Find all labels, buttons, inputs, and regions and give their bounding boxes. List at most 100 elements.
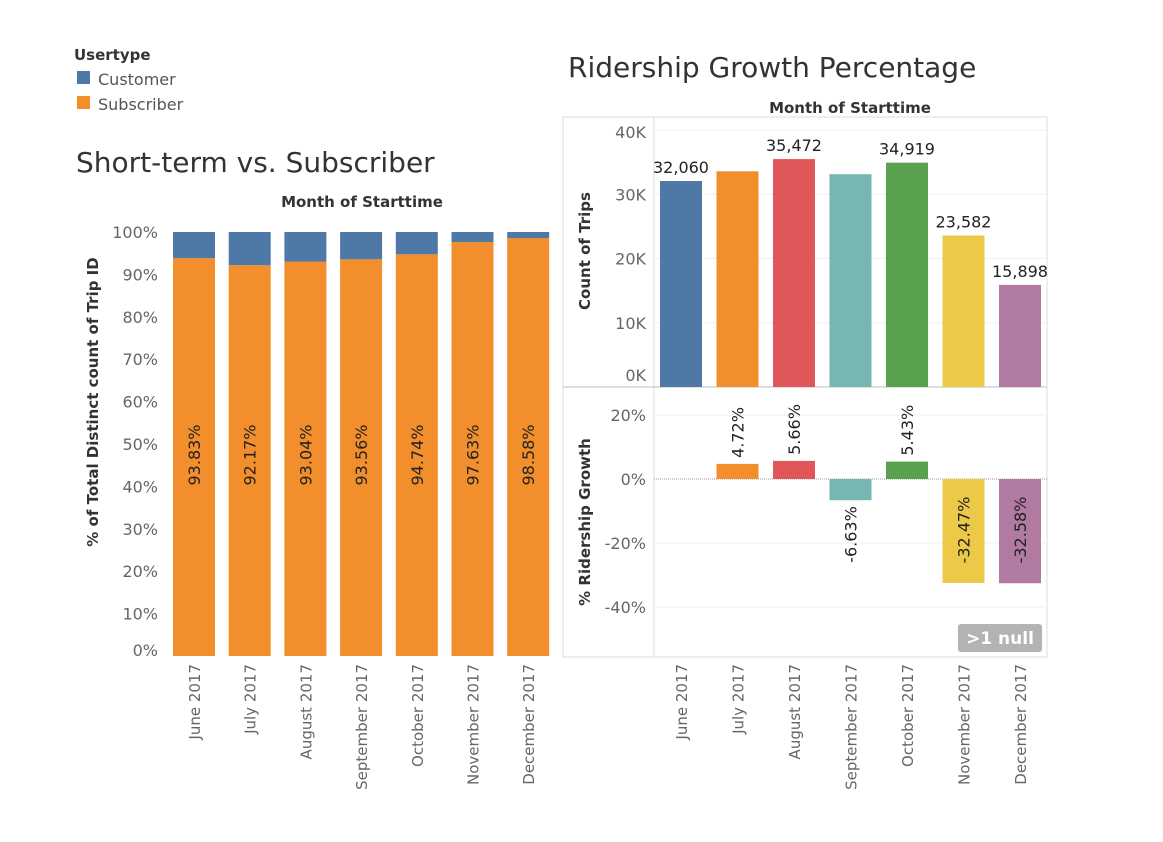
subscriber-value-label: 98.58% xyxy=(519,424,538,485)
legend-title: Usertype xyxy=(74,46,151,64)
legend-label-subscriber: Subscriber xyxy=(98,95,184,114)
subscriber-bar-october-2017 xyxy=(395,254,438,656)
subscriber-bar-june-2017 xyxy=(173,258,215,656)
left-category-label: December 2017 xyxy=(520,664,538,785)
left-y-tick: 70% xyxy=(122,350,158,369)
count-value-label: 23,582 xyxy=(936,212,992,231)
null-badge[interactable]: >1 null xyxy=(958,624,1042,652)
growth-bar-august-2017 xyxy=(773,460,815,479)
right-column-header: Month of Starttime xyxy=(769,99,931,117)
subscriber-value-label: 93.56% xyxy=(352,424,371,485)
left-category-label: September 2017 xyxy=(353,664,371,790)
subscriber-value-label: 92.17% xyxy=(241,424,260,485)
left-category-label: August 2017 xyxy=(297,664,315,759)
growth-value-label: -32.47% xyxy=(955,497,974,564)
legend: Usertype Customer Subscriber xyxy=(74,46,184,114)
customer-bar-september-2017 xyxy=(340,232,383,260)
null-badge-label[interactable]: >1 null xyxy=(966,629,1034,649)
right-category-label: June 2017 xyxy=(673,664,691,741)
subscriber-value-label: 97.63% xyxy=(464,424,483,485)
left-column-header: Month of Starttime xyxy=(281,193,443,211)
subscriber-bar-july-2017 xyxy=(228,265,271,656)
customer-bar-october-2017 xyxy=(395,232,438,255)
left-y-tick: 50% xyxy=(122,435,158,454)
left-category-label: June 2017 xyxy=(186,664,204,741)
left-y-tick: 100% xyxy=(112,223,158,242)
count-bar-september-2017 xyxy=(829,174,872,387)
count-bars: 32,060 35,472 34,919 23,582 15,898 xyxy=(653,136,1048,387)
left-y-axis-title: % of Total Distinct count of Trip ID xyxy=(84,257,102,546)
growth-y-axis: -40% -20% 0% 20% xyxy=(605,406,646,617)
left-y-tick: 0% xyxy=(133,641,158,660)
left-category-label: October 2017 xyxy=(409,664,427,767)
left-y-tick: 80% xyxy=(122,308,158,327)
growth-y-tick: -40% xyxy=(605,598,646,617)
count-y-tick: 20K xyxy=(615,250,646,269)
growth-value-label: 5.43% xyxy=(898,405,917,456)
right-chart-title: Ridership Growth Percentage xyxy=(568,51,976,84)
growth-bar-october-2017 xyxy=(886,461,928,479)
left-category-label: July 2017 xyxy=(242,664,260,735)
subscriber-bar-september-2017 xyxy=(340,259,383,656)
count-y-axis: 0K 10K 20K 30K 40K xyxy=(615,123,646,385)
null-badge-bg[interactable] xyxy=(958,624,1042,652)
count-y-tick: 10K xyxy=(615,314,646,333)
legend-swatch-customer xyxy=(77,71,90,84)
legend-swatch-subscriber xyxy=(77,96,90,109)
count-bar-july-2017 xyxy=(716,171,759,387)
count-y-tick: 40K xyxy=(615,123,646,142)
subscriber-bar-august-2017 xyxy=(284,261,327,656)
growth-bar-december-2017 xyxy=(999,479,1041,584)
count-bar-october-2017 xyxy=(886,162,928,387)
left-bars: 93.83% 92.17% 93.04% 93.56% 94.74% 97.63% 98.5… xyxy=(173,232,550,656)
count-value-label: 35,472 xyxy=(766,136,822,155)
customer-bar-july-2017 xyxy=(228,232,271,266)
growth-y-tick: 0% xyxy=(621,470,646,489)
growth-bar-july-2017 xyxy=(716,463,759,479)
growth-bars: 4.72% 5.66% -6.63% 5.43% -32.47% -32.58% xyxy=(716,404,1041,584)
legend-label-customer: Customer xyxy=(98,70,176,89)
left-y-tick: 20% xyxy=(122,562,158,581)
left-category-labels: June 2017 July 2017 August 2017 September 2… xyxy=(186,664,538,790)
customer-bar-december-2017 xyxy=(507,232,550,239)
count-y-tick: 0K xyxy=(625,366,646,385)
left-y-axis: 0% 10% 20% 30% 40% 50% 60% 70% 80% 90% 100% xyxy=(112,223,158,660)
subscriber-value-label: 93.04% xyxy=(296,424,315,485)
count-value-label: 32,060 xyxy=(653,158,709,177)
right-category-label: October 2017 xyxy=(899,664,917,767)
growth-value-label: -6.63% xyxy=(842,506,861,563)
customer-bar-june-2017 xyxy=(173,232,215,259)
subscriber-bar-november-2017 xyxy=(451,242,494,656)
right-category-label: July 2017 xyxy=(730,664,748,735)
left-y-tick: 30% xyxy=(122,520,158,539)
left-y-tick: 40% xyxy=(122,477,158,496)
subscriber-value-label: 94.74% xyxy=(408,424,427,485)
growth-value-label: -32.58% xyxy=(1011,497,1030,564)
right-pane-frames xyxy=(562,116,1048,658)
growth-y-axis-title: % Ridership Growth xyxy=(576,438,594,606)
growth-y-tick: 20% xyxy=(610,406,646,425)
left-y-tick: 10% xyxy=(122,605,158,624)
count-bar-december-2017 xyxy=(999,284,1041,387)
customer-bar-august-2017 xyxy=(284,232,327,262)
right-category-labels: June 2017 July 2017 August 2017 September 2… xyxy=(673,664,1030,790)
growth-bar-september-2017 xyxy=(829,479,872,501)
subscriber-value-label: 93.83% xyxy=(185,424,204,485)
left-category-label: November 2017 xyxy=(465,664,483,785)
count-bar-november-2017 xyxy=(942,235,985,387)
right-category-label: September 2017 xyxy=(843,664,861,790)
count-value-label: 15,898 xyxy=(992,262,1048,281)
count-bar-august-2017 xyxy=(773,159,815,387)
count-y-tick: 30K xyxy=(615,185,646,204)
left-y-tick: 60% xyxy=(122,393,158,412)
count-y-axis-title: Count of Trips xyxy=(576,192,594,310)
growth-value-label: 5.66% xyxy=(785,404,804,455)
left-chart-title: Short-term vs. Subscriber xyxy=(76,146,435,179)
left-y-tick: 90% xyxy=(122,265,158,284)
subscriber-bar-december-2017 xyxy=(507,238,550,656)
count-bar-june-2017 xyxy=(660,181,702,387)
count-value-label: 34,919 xyxy=(879,140,935,159)
right-category-label: August 2017 xyxy=(786,664,804,759)
growth-y-tick: -20% xyxy=(605,534,646,553)
